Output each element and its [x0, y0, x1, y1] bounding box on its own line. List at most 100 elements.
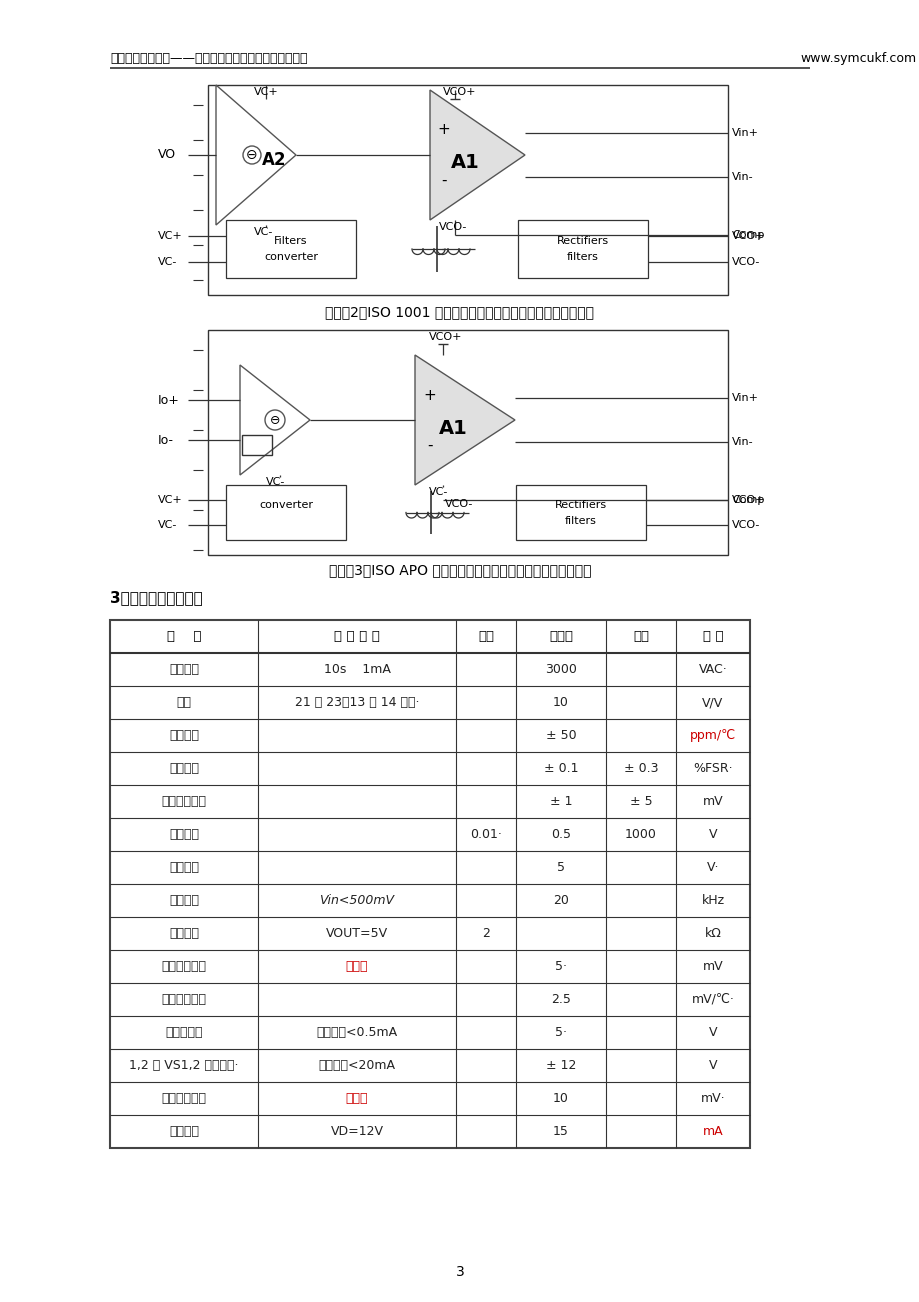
Text: 3: 3	[455, 1266, 464, 1279]
Text: 参考电压源: 参考电压源	[165, 1026, 202, 1039]
Text: VC-: VC-	[158, 519, 177, 530]
Text: ± 5: ± 5	[629, 796, 652, 809]
Text: 10: 10	[552, 697, 568, 710]
Text: 5·: 5·	[554, 1026, 566, 1039]
Polygon shape	[414, 355, 515, 486]
Text: 21 和 23，13 和 14 短接·: 21 和 23，13 和 14 短接·	[294, 697, 419, 710]
Text: ± 1: ± 1	[550, 796, 572, 809]
Text: VCO-: VCO-	[732, 256, 759, 267]
Text: 典型值: 典型值	[549, 630, 573, 643]
Text: Vin-: Vin-	[732, 437, 753, 447]
Text: ± 0.1: ± 0.1	[543, 762, 578, 775]
Text: Io-: Io-	[158, 434, 174, 447]
Text: kΩ: kΩ	[704, 927, 720, 940]
Polygon shape	[429, 90, 525, 220]
Text: Io+: Io+	[158, 393, 180, 406]
Text: Comp: Comp	[732, 230, 764, 240]
Text: -: -	[426, 437, 432, 453]
Text: mV: mV	[702, 960, 722, 973]
Text: VC+: VC+	[158, 495, 183, 505]
Text: ⊖: ⊖	[269, 414, 280, 427]
Text: 最大: 最大	[632, 630, 648, 643]
Text: VAC·: VAC·	[698, 663, 727, 676]
Text: Rectifiers: Rectifiers	[556, 236, 608, 246]
Text: V: V	[708, 828, 717, 841]
Bar	[226, 220, 356, 279]
Bar	[208, 85, 727, 296]
Text: VCO-: VCO-	[445, 499, 473, 509]
Text: 15: 15	[552, 1125, 568, 1138]
Text: V: V	[708, 1059, 717, 1072]
Text: 非线性度: 非线性度	[169, 762, 199, 775]
Text: 5: 5	[556, 861, 564, 874]
Text: VO: VO	[158, 148, 176, 161]
Text: ± 12: ± 12	[545, 1059, 575, 1072]
Text: V·: V·	[706, 861, 719, 874]
Text: 图一．2．ISO 1001 系列电压输出内置电源隔离放大器原理框图: 图一．2．ISO 1001 系列电压输出内置电源隔离放大器原理框图	[325, 305, 594, 319]
Text: www.symcukf.com: www.symcukf.com	[800, 52, 915, 65]
Text: ⊖: ⊖	[246, 148, 257, 161]
Bar	[226, 486, 346, 540]
Text: 信号电压温漂: 信号电压温漂	[162, 993, 206, 1006]
Text: +: +	[437, 122, 450, 138]
Text: filters: filters	[566, 253, 598, 262]
Text: Vin+: Vin+	[732, 393, 758, 404]
Text: mV·: mV·	[700, 1092, 724, 1105]
Text: VCO+: VCO+	[732, 495, 765, 505]
Text: converter: converter	[264, 253, 318, 262]
Text: 5·: 5·	[554, 960, 566, 973]
Text: 不滤波: 不滤波	[346, 960, 368, 973]
Text: VC+: VC+	[158, 230, 183, 241]
Text: %FSR·: %FSR·	[692, 762, 732, 775]
Text: 10s    1mA: 10s 1mA	[323, 663, 390, 676]
Text: 3、典型电性能指标：: 3、典型电性能指标：	[110, 590, 202, 605]
Text: 图一．3．ISO APO 系列电流输出内置电源隔离放大器原理框图: 图一．3．ISO APO 系列电流输出内置电源隔离放大器原理框图	[328, 562, 591, 577]
Bar	[243, 435, 272, 454]
Text: 电源输出纹波: 电源输出纹波	[162, 1092, 206, 1105]
Text: 信号输入: 信号输入	[169, 828, 199, 841]
Text: 3000: 3000	[544, 663, 576, 676]
Text: 输出电流<20mA: 输出电流<20mA	[318, 1059, 395, 1072]
Text: VCO-: VCO-	[438, 223, 467, 232]
Text: 20: 20	[552, 894, 568, 907]
Text: Rectifiers: Rectifiers	[554, 500, 607, 510]
Text: 信号输出纹波: 信号输出纹波	[162, 960, 206, 973]
Text: 测 试 条 件: 测 试 条 件	[334, 630, 380, 643]
Text: VC-: VC-	[428, 487, 448, 497]
Text: 0.01·: 0.01·	[470, 828, 502, 841]
Text: VC-: VC-	[254, 227, 273, 237]
Text: filters: filters	[564, 516, 596, 526]
Text: mV/℃·: mV/℃·	[691, 993, 733, 1006]
Text: mA: mA	[702, 1125, 722, 1138]
Text: Vin+: Vin+	[732, 128, 758, 138]
Text: VCO+: VCO+	[428, 332, 462, 342]
Text: VCO-: VCO-	[732, 519, 759, 530]
Text: converter: converter	[259, 500, 312, 510]
Text: 1000: 1000	[624, 828, 656, 841]
Text: 沈阳单片机开发网——帮您精确掌握电子器件的使用细节: 沈阳单片机开发网——帮您精确掌握电子器件的使用细节	[110, 52, 307, 65]
Text: VOUT=5V: VOUT=5V	[325, 927, 388, 940]
Text: 增益: 增益	[176, 697, 191, 710]
Text: -: -	[441, 172, 447, 187]
Text: V/V: V/V	[701, 697, 723, 710]
Text: Comp: Comp	[732, 495, 764, 505]
Bar	[110, 620, 749, 1148]
Text: +: +	[423, 388, 436, 402]
Text: 2.5: 2.5	[550, 993, 571, 1006]
Text: 2: 2	[482, 927, 490, 940]
Text: ± 50: ± 50	[545, 729, 575, 742]
Text: ppm/℃: ppm/℃	[689, 729, 735, 742]
Text: VCO+: VCO+	[732, 230, 765, 241]
Text: VC-: VC-	[158, 256, 177, 267]
Text: 参    数: 参 数	[166, 630, 201, 643]
Text: 10: 10	[552, 1092, 568, 1105]
Text: 0.5: 0.5	[550, 828, 571, 841]
Text: VD=12V: VD=12V	[330, 1125, 383, 1138]
Text: ± 0.3: ± 0.3	[623, 762, 657, 775]
Bar	[517, 220, 647, 279]
Text: Vin-: Vin-	[732, 172, 753, 182]
Text: 工作电流: 工作电流	[169, 1125, 199, 1138]
Text: A1: A1	[450, 154, 479, 172]
Bar	[208, 329, 727, 555]
Text: VC-: VC-	[266, 477, 285, 487]
